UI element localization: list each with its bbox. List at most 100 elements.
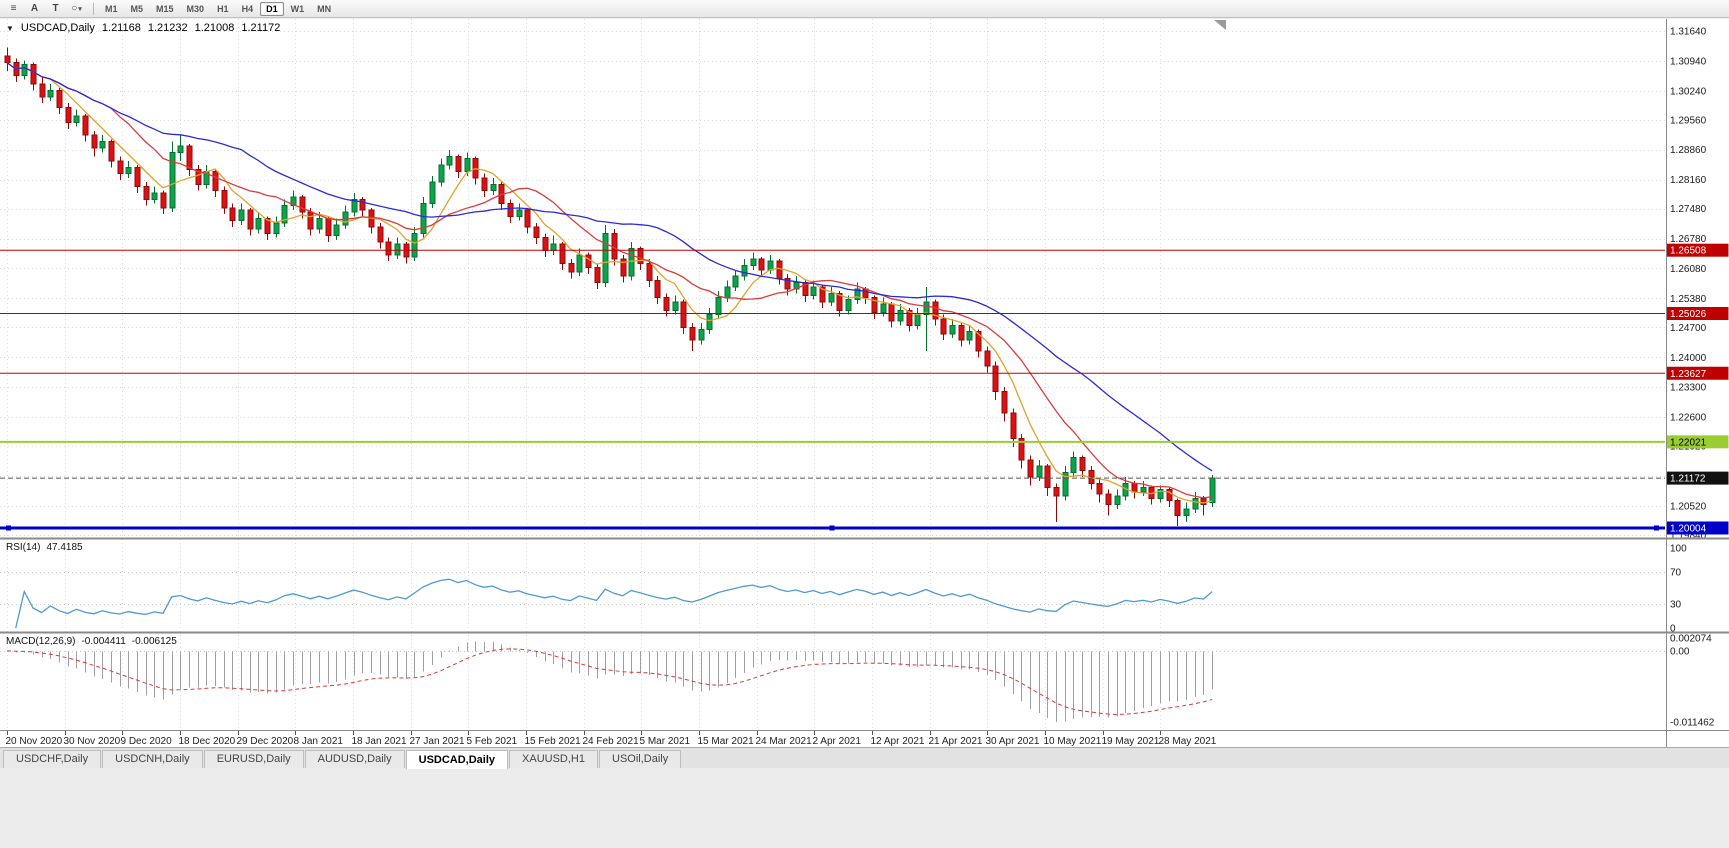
timeframe-button-m30[interactable]: M30 — [186, 3, 205, 14]
timeframe-buttons: M1 M5 M15 M30 H1 H4 D1 W1 MN — [99, 1, 338, 16]
svg-text:1.29560: 1.29560 — [1670, 115, 1707, 126]
price-badge-1.22021: 1.22021 — [1666, 435, 1729, 449]
timeframe-button-m15[interactable]: M15 — [156, 3, 174, 14]
tab-usdchf-daily[interactable]: USDCHF,Daily — [3, 750, 102, 768]
tab-usoil-daily[interactable]: USOil,Daily — [599, 750, 682, 768]
tab-usdcnh-daily[interactable]: USDCNH,Daily — [102, 750, 203, 768]
high-value: 1.21232 — [147, 22, 188, 34]
svg-text:5 Feb 2021: 5 Feb 2021 — [467, 736, 518, 747]
svg-text:5 Mar 2021: 5 Mar 2021 — [640, 736, 691, 747]
chart-tabs-bar: USDCHF,Daily USDCNH,Daily EURUSD,Daily AUDU… — [0, 747, 1729, 769]
svg-text:8 Jan 2021: 8 Jan 2021 — [294, 736, 344, 747]
svg-text:1.25380: 1.25380 — [1670, 294, 1707, 305]
macd-name: MACD(12,26,9) — [6, 636, 76, 647]
svg-text:1.23300: 1.23300 — [1670, 383, 1707, 394]
close-value: 1.21172 — [241, 22, 281, 34]
ma-fast-line — [6, 62, 1213, 504]
toolbar-separator — [93, 2, 94, 15]
svg-text:18 Jan 2021: 18 Jan 2021 — [352, 736, 407, 747]
svg-text:1.31640: 1.31640 — [1670, 27, 1707, 38]
svg-text:1.26780: 1.26780 — [1670, 234, 1707, 245]
svg-text:15 Mar 2021: 15 Mar 2021 — [698, 736, 755, 747]
svg-text:70: 70 — [1670, 568, 1682, 579]
svg-text:19 May 2021: 19 May 2021 — [1102, 736, 1160, 747]
chart-toolbar: ≡ A T ○ ▾ M1 M5 M15 M30 H1 H4 D1 W1 MN — [0, 0, 1729, 18]
price-badge-1.26508: 1.26508 — [1666, 243, 1729, 257]
svg-text:1.19840: 1.19840 — [1670, 531, 1707, 542]
charts-grid-icon[interactable]: ≡ — [10, 3, 17, 14]
timeframe-button-mn[interactable]: MN — [317, 3, 332, 14]
svg-text:30: 30 — [1670, 600, 1682, 611]
symbol-period-label: USDCAD,Daily — [20, 22, 95, 34]
svg-text:30 Nov 2020: 30 Nov 2020 — [64, 736, 121, 747]
grid — [0, 19, 1665, 730]
timeframe-button-m1[interactable]: M1 — [105, 3, 118, 14]
svg-text:1.20520: 1.20520 — [1670, 501, 1707, 512]
svg-text:1.24700: 1.24700 — [1670, 323, 1707, 334]
svg-text:1.27480: 1.27480 — [1670, 204, 1707, 215]
rsi-levels — [0, 572, 1665, 605]
svg-text:1.30940: 1.30940 — [1670, 56, 1707, 67]
line-handle[interactable] — [1654, 525, 1659, 531]
draw-objects-button[interactable]: ○ ▾ — [67, 1, 86, 17]
svg-text:10 May 2021: 10 May 2021 — [1044, 736, 1102, 747]
low-value: 1.21008 — [194, 22, 235, 34]
tab-eurusd-daily[interactable]: EURUSD,Daily — [203, 750, 304, 768]
svg-text:18 Dec 2020: 18 Dec 2020 — [179, 736, 236, 747]
price-badge-1.25026: 1.25026 — [1666, 306, 1729, 320]
dropdown-arrow-icon: ▾ — [78, 5, 82, 13]
symbol-ohlc-label: ▼ USDCAD,Daily 1.21168 1.21232 1.21008 1… — [6, 22, 280, 34]
line-handle[interactable] — [6, 525, 11, 531]
cursor-tool-icon[interactable]: A — [30, 3, 39, 14]
svg-text:12 Apr 2021: 12 Apr 2021 — [871, 736, 925, 747]
svg-text:21 Apr 2021: 21 Apr 2021 — [929, 736, 983, 747]
chart-svg[interactable]: 1.31640 1.30940 1.30240 1.29560 1.28860 1.281… — [0, 19, 1729, 747]
tab-usdcad-daily[interactable]: USDCAD,Daily — [405, 750, 509, 769]
svg-text:27 Jan 2021: 27 Jan 2021 — [410, 736, 465, 747]
rsi-name: RSI(14) — [6, 542, 41, 553]
chart-shift-marker-icon[interactable] — [1214, 20, 1226, 30]
timeframe-button-w1[interactable]: W1 — [290, 3, 305, 14]
svg-text:1.26080: 1.26080 — [1670, 264, 1707, 275]
timeframe-button-h4[interactable]: H4 — [241, 3, 254, 14]
svg-text:0: 0 — [1670, 624, 1676, 635]
svg-text:20 Nov 2020: 20 Nov 2020 — [6, 736, 63, 747]
tab-xauusd-h1[interactable]: XAUUSD,H1 — [509, 750, 598, 768]
svg-text:15 Feb 2021: 15 Feb 2021 — [525, 736, 582, 747]
svg-text:1.28860: 1.28860 — [1670, 145, 1707, 156]
pane-separators — [0, 19, 1729, 747]
ma-mid-line — [6, 62, 1213, 499]
ma-slow-line — [6, 62, 1213, 472]
timeframe-button-m5[interactable]: M5 — [130, 3, 144, 14]
svg-text:1.22021: 1.22021 — [1670, 437, 1707, 448]
line-handle[interactable] — [829, 525, 835, 531]
rsi-value: 47.4185 — [46, 542, 83, 553]
timeframe-button-h1[interactable]: H1 — [217, 3, 229, 14]
svg-text:24 Feb 2021: 24 Feb 2021 — [583, 736, 640, 747]
price-badge-1.20004: 1.20004 — [1666, 521, 1729, 535]
svg-text:2 Apr 2021: 2 Apr 2021 — [813, 736, 862, 747]
svg-text:1.20004: 1.20004 — [1670, 523, 1707, 534]
svg-text:1.24000: 1.24000 — [1670, 353, 1707, 364]
time-axis: 20 Nov 2020 30 Nov 2020 9 Dec 2020 18 Dec 2… — [6, 731, 1217, 747]
svg-text:1.25026: 1.25026 — [1670, 309, 1707, 320]
timeframe-button-d1[interactable]: D1 — [260, 1, 284, 16]
svg-text:28 May 2021: 28 May 2021 — [1159, 736, 1217, 747]
tab-audusd-daily[interactable]: AUDUSD,Daily — [304, 750, 405, 768]
collapse-triangle-icon[interactable]: ▼ — [6, 23, 14, 33]
chart-canvas[interactable]: 1.31640 1.30940 1.30240 1.29560 1.28860 1.281… — [0, 19, 1729, 747]
svg-text:0.00: 0.00 — [1670, 646, 1690, 657]
price-badge-1.21172: 1.21172 — [1666, 471, 1729, 485]
svg-text:-0.011462: -0.011462 — [1670, 718, 1715, 729]
macd-main-value: -0.004411 — [81, 636, 126, 647]
svg-text:9 Dec 2020: 9 Dec 2020 — [121, 736, 173, 747]
text-tool-icon[interactable]: T — [52, 3, 59, 14]
svg-text:100: 100 — [1670, 544, 1687, 555]
macd-signal-line — [6, 648, 1213, 716]
rsi-axis: 100 70 30 0 — [1670, 544, 1687, 635]
svg-text:0.002074: 0.002074 — [1670, 634, 1712, 645]
svg-text:30 Apr 2021: 30 Apr 2021 — [986, 736, 1040, 747]
horizontal-line-1.20004[interactable] — [0, 525, 1665, 531]
svg-text:24 Mar 2021: 24 Mar 2021 — [756, 736, 813, 747]
